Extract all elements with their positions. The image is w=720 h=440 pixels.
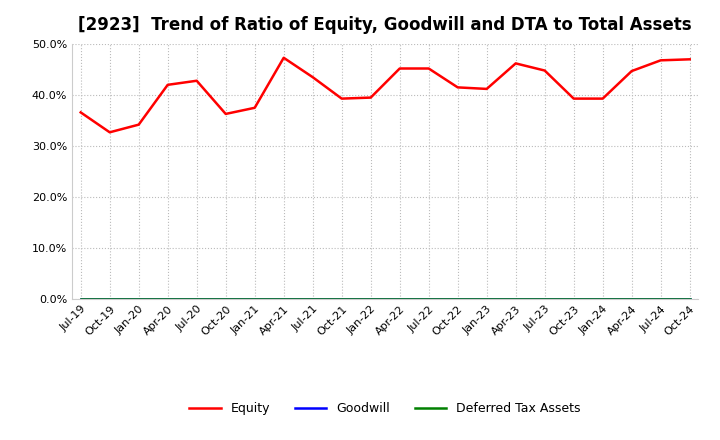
Equity bbox=[424, 66, 433, 71]
Deferred Tax Assets bbox=[279, 297, 288, 302]
Title: [2923]  Trend of Ratio of Equity, Goodwill and DTA to Total Assets: [2923] Trend of Ratio of Equity, Goodwil… bbox=[78, 16, 692, 34]
Deferred Tax Assets bbox=[163, 297, 172, 302]
Goodwill bbox=[308, 297, 317, 302]
Deferred Tax Assets bbox=[685, 297, 694, 302]
Equity bbox=[657, 58, 665, 63]
Deferred Tax Assets bbox=[221, 297, 230, 302]
Line: Equity: Equity bbox=[81, 58, 690, 132]
Goodwill bbox=[105, 297, 114, 302]
Deferred Tax Assets bbox=[657, 297, 665, 302]
Goodwill bbox=[395, 297, 404, 302]
Goodwill bbox=[511, 297, 520, 302]
Goodwill bbox=[192, 297, 201, 302]
Equity bbox=[192, 78, 201, 84]
Equity bbox=[482, 86, 491, 92]
Goodwill bbox=[279, 297, 288, 302]
Equity bbox=[685, 57, 694, 62]
Deferred Tax Assets bbox=[251, 297, 259, 302]
Goodwill bbox=[482, 297, 491, 302]
Equity bbox=[221, 111, 230, 117]
Deferred Tax Assets bbox=[570, 297, 578, 302]
Deferred Tax Assets bbox=[598, 297, 607, 302]
Deferred Tax Assets bbox=[511, 297, 520, 302]
Equity bbox=[338, 96, 346, 101]
Equity bbox=[105, 130, 114, 135]
Equity bbox=[251, 105, 259, 110]
Equity bbox=[511, 61, 520, 66]
Equity bbox=[279, 55, 288, 60]
Deferred Tax Assets bbox=[482, 297, 491, 302]
Goodwill bbox=[627, 297, 636, 302]
Goodwill bbox=[454, 297, 462, 302]
Equity bbox=[163, 82, 172, 88]
Deferred Tax Assets bbox=[308, 297, 317, 302]
Equity bbox=[570, 96, 578, 101]
Goodwill bbox=[541, 297, 549, 302]
Equity bbox=[598, 96, 607, 101]
Goodwill bbox=[76, 297, 85, 302]
Equity bbox=[454, 85, 462, 90]
Equity bbox=[541, 68, 549, 73]
Deferred Tax Assets bbox=[338, 297, 346, 302]
Goodwill bbox=[366, 297, 375, 302]
Goodwill bbox=[598, 297, 607, 302]
Deferred Tax Assets bbox=[135, 297, 143, 302]
Deferred Tax Assets bbox=[424, 297, 433, 302]
Goodwill bbox=[657, 297, 665, 302]
Deferred Tax Assets bbox=[105, 297, 114, 302]
Deferred Tax Assets bbox=[627, 297, 636, 302]
Goodwill bbox=[424, 297, 433, 302]
Equity bbox=[135, 122, 143, 127]
Goodwill bbox=[338, 297, 346, 302]
Goodwill bbox=[221, 297, 230, 302]
Goodwill bbox=[685, 297, 694, 302]
Deferred Tax Assets bbox=[192, 297, 201, 302]
Deferred Tax Assets bbox=[395, 297, 404, 302]
Deferred Tax Assets bbox=[454, 297, 462, 302]
Goodwill bbox=[251, 297, 259, 302]
Goodwill bbox=[570, 297, 578, 302]
Goodwill bbox=[135, 297, 143, 302]
Deferred Tax Assets bbox=[366, 297, 375, 302]
Equity bbox=[395, 66, 404, 71]
Equity bbox=[366, 95, 375, 100]
Deferred Tax Assets bbox=[76, 297, 85, 302]
Legend: Equity, Goodwill, Deferred Tax Assets: Equity, Goodwill, Deferred Tax Assets bbox=[189, 403, 581, 415]
Goodwill bbox=[163, 297, 172, 302]
Equity bbox=[76, 110, 85, 115]
Equity bbox=[627, 68, 636, 73]
Equity bbox=[308, 74, 317, 80]
Deferred Tax Assets bbox=[541, 297, 549, 302]
